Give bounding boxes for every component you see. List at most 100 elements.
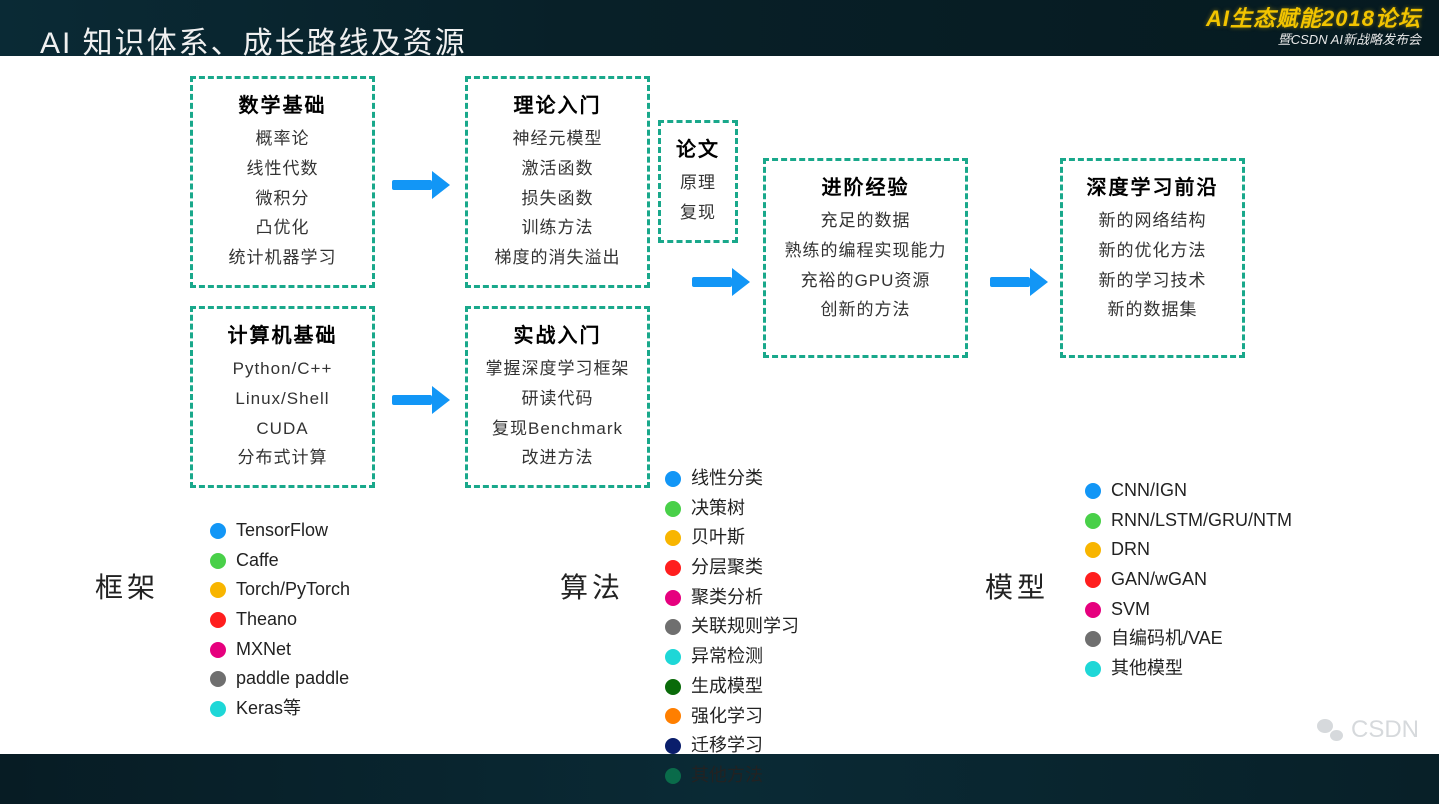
list-item: 生成模型	[665, 672, 799, 702]
box-item: 梯度的消失溢出	[476, 243, 639, 273]
bullet-icon	[1085, 661, 1101, 677]
box-title: 论文	[669, 133, 727, 162]
bullet-icon	[665, 560, 681, 576]
list-item-label: 异常检测	[691, 642, 763, 672]
list-item-label: MXNet	[236, 635, 291, 665]
list-item: MXNet	[210, 635, 350, 665]
box-title: 进阶经验	[774, 171, 957, 200]
box-theory: 理论入门神经元模型激活函数损失函数训练方法梯度的消失溢出	[465, 76, 650, 288]
box-item: 统计机器学习	[201, 243, 364, 273]
bullet-icon	[1085, 602, 1101, 618]
bullet-icon	[1085, 483, 1101, 499]
list-item-label: 贝叶斯	[691, 523, 745, 553]
box-item: Python/C++	[201, 354, 364, 384]
box-item: 创新的方法	[774, 295, 957, 325]
list-item-label: SVM	[1111, 595, 1150, 625]
bullet-icon	[665, 501, 681, 517]
box-title: 数学基础	[201, 89, 364, 118]
category-list-model: CNN/IGNRNN/LSTM/GRU/NTMDRNGAN/wGANSVM自编码…	[1085, 476, 1292, 684]
box-item: 新的网络结构	[1071, 206, 1234, 236]
list-item: 其他模型	[1085, 654, 1292, 684]
list-item-label: Caffe	[236, 546, 279, 576]
box-item: CUDA	[201, 414, 364, 444]
box-item: 熟练的编程实现能力	[774, 236, 957, 266]
list-item-label: 其他模型	[1111, 654, 1183, 684]
box-item: 原理	[669, 168, 727, 198]
box-item: 线性代数	[201, 154, 364, 184]
box-item: 激活函数	[476, 154, 639, 184]
list-item-label: 自编码机/VAE	[1111, 624, 1223, 654]
list-item: Keras等	[210, 694, 350, 724]
bullet-icon	[210, 553, 226, 569]
list-item-label: CNN/IGN	[1111, 476, 1187, 506]
arrow-1	[392, 386, 450, 414]
box-title: 实战入门	[476, 319, 639, 348]
box-item: Linux/Shell	[201, 384, 364, 414]
logo-line2: 暨CSDN AI新战略发布会	[1206, 32, 1421, 48]
category-label-framework: 框架	[95, 566, 159, 606]
box-item: 复现Benchmark	[476, 414, 639, 444]
box-item: 新的优化方法	[1071, 236, 1234, 266]
bullet-icon	[1085, 513, 1101, 529]
box-math: 数学基础概率论线性代数微积分凸优化统计机器学习	[190, 76, 375, 288]
box-item: 充足的数据	[774, 206, 957, 236]
list-item-label: TensorFlow	[236, 516, 328, 546]
list-item-label: 生成模型	[691, 672, 763, 702]
list-item: Theano	[210, 605, 350, 635]
list-item: 自编码机/VAE	[1085, 624, 1292, 654]
bullet-icon	[665, 679, 681, 695]
box-cs: 计算机基础Python/C++Linux/ShellCUDA分布式计算	[190, 306, 375, 488]
bullet-icon	[1085, 631, 1101, 647]
box-item: 新的学习技术	[1071, 266, 1234, 296]
category-label-algorithm: 算法	[560, 566, 624, 606]
box-item: 分布式计算	[201, 443, 364, 473]
box-item: 损失函数	[476, 184, 639, 214]
box-item: 神经元模型	[476, 124, 639, 154]
event-logo: AI生态赋能2018论坛 暨CSDN AI新战略发布会	[1206, 6, 1421, 48]
list-item: 线性分类	[665, 464, 799, 494]
list-item: 迁移学习	[665, 731, 799, 761]
list-item-label: DRN	[1111, 535, 1150, 565]
list-item: 关联规则学习	[665, 612, 799, 642]
category-list-algorithm: 线性分类决策树贝叶斯分层聚类聚类分析关联规则学习异常检测生成模型强化学习迁移学习…	[665, 464, 799, 791]
list-item: 分层聚类	[665, 553, 799, 583]
box-item: 复现	[669, 198, 727, 228]
list-item-label: 分层聚类	[691, 553, 763, 583]
bullet-icon	[665, 708, 681, 724]
list-item-label: GAN/wGAN	[1111, 565, 1207, 595]
list-item: 贝叶斯	[665, 523, 799, 553]
list-item-label: 其他方法	[691, 761, 763, 791]
list-item-label: Keras等	[236, 694, 301, 724]
logo-line1: AI生态赋能2018论坛	[1206, 6, 1421, 32]
list-item: SVM	[1085, 595, 1292, 625]
diagram-canvas: 数学基础概率论线性代数微积分凸优化统计机器学习计算机基础Python/C++Li…	[0, 56, 1439, 754]
list-item-label: 线性分类	[691, 464, 763, 494]
box-practice: 实战入门掌握深度学习框架研读代码复现Benchmark改进方法	[465, 306, 650, 488]
list-item: CNN/IGN	[1085, 476, 1292, 506]
box-frontier: 深度学习前沿新的网络结构新的优化方法新的学习技术新的数据集	[1060, 158, 1245, 358]
list-item-label: 强化学习	[691, 702, 763, 732]
box-item: 改进方法	[476, 443, 639, 473]
box-title: 理论入门	[476, 89, 639, 118]
list-item: GAN/wGAN	[1085, 565, 1292, 595]
bullet-icon	[665, 471, 681, 487]
arrow-2	[692, 268, 750, 296]
bullet-icon	[210, 612, 226, 628]
category-label-model: 模型	[985, 566, 1049, 606]
bullet-icon	[665, 590, 681, 606]
list-item: 决策树	[665, 494, 799, 524]
bullet-icon	[210, 523, 226, 539]
box-item: 微积分	[201, 184, 364, 214]
bullet-icon	[210, 671, 226, 687]
list-item: DRN	[1085, 535, 1292, 565]
box-advance: 进阶经验充足的数据熟练的编程实现能力充裕的GPU资源创新的方法	[763, 158, 968, 358]
box-item: 凸优化	[201, 213, 364, 243]
bullet-icon	[210, 582, 226, 598]
box-item: 充裕的GPU资源	[774, 266, 957, 296]
box-title: 深度学习前沿	[1071, 171, 1234, 200]
bullet-icon	[1085, 542, 1101, 558]
bullet-icon	[665, 619, 681, 635]
arrow-3	[990, 268, 1048, 296]
list-item-label: RNN/LSTM/GRU/NTM	[1111, 506, 1292, 536]
list-item-label: Torch/PyTorch	[236, 575, 350, 605]
